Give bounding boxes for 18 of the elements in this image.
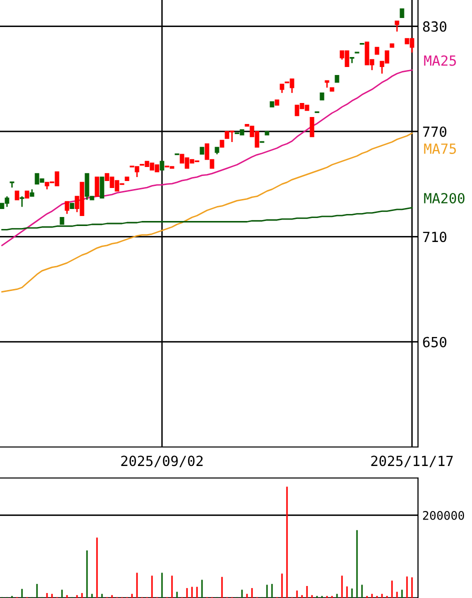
line-series [1, 132, 413, 293]
y-tick-label: 710 [423, 232, 446, 242]
x-tick-label: 2025/11/17 [371, 456, 453, 468]
y-tick-label: 200000 [423, 510, 464, 520]
series-label: MA200 [424, 192, 464, 204]
series-label: MA75 [424, 144, 456, 154]
candlestick [394, 20, 400, 32]
candlestick [100, 176, 104, 198]
y-tick-label: 770 [423, 126, 446, 137]
candlestick [64, 200, 70, 215]
candlestick [94, 176, 100, 197]
series-label: MA25 [424, 55, 456, 66]
candlestick [310, 117, 314, 138]
y-tick-label: 830 [423, 21, 446, 32]
x-tick-label: 2025/09/02 [121, 456, 203, 468]
line-series [1, 207, 413, 230]
y-tick-label: 650 [423, 336, 446, 348]
line-series [1, 69, 413, 246]
